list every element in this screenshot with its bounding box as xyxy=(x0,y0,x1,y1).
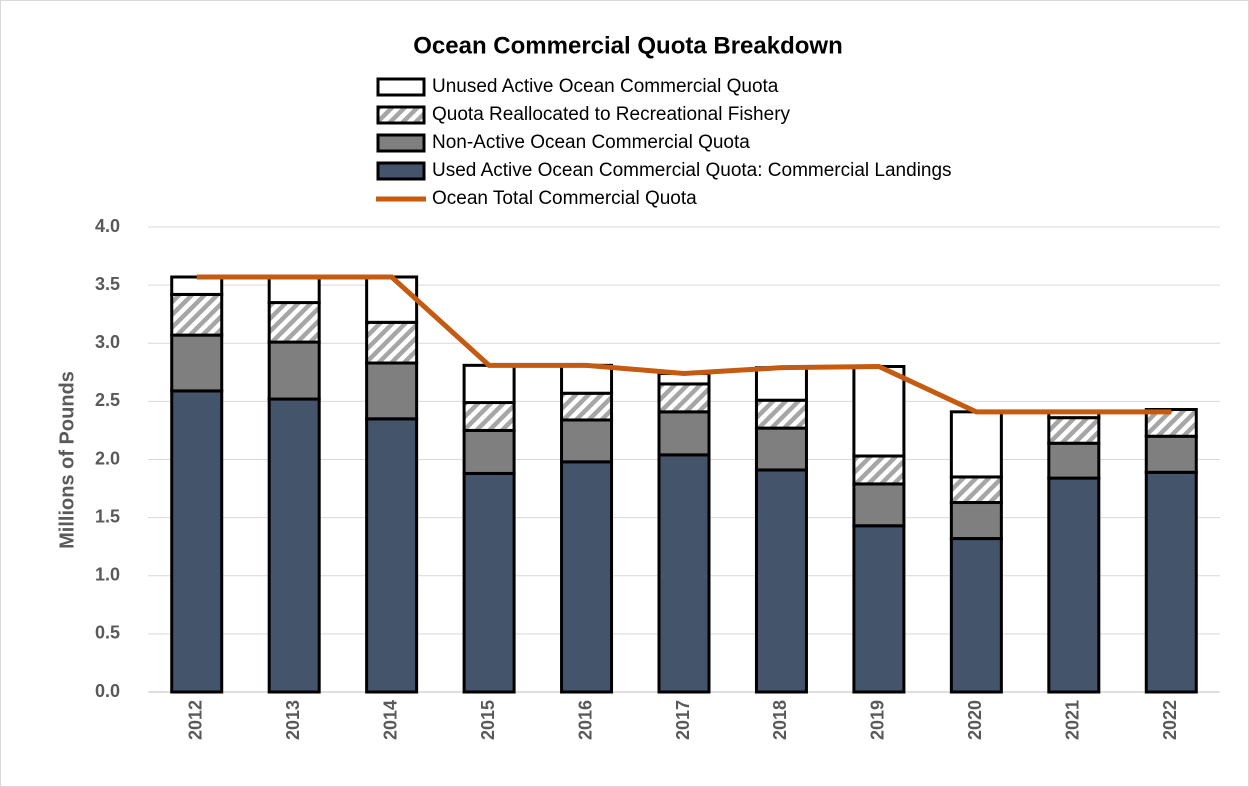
bar-segment xyxy=(170,389,224,694)
y-tick-label: 0.0 xyxy=(95,681,120,701)
bar-segment xyxy=(365,417,419,694)
bar-segment xyxy=(560,418,614,464)
y-tick-label: 2.0 xyxy=(95,448,120,468)
bar-segment xyxy=(462,363,516,405)
legend-label: Ocean Total Commercial Quota xyxy=(432,188,697,209)
y-tick-label: 1.5 xyxy=(95,506,120,526)
bar-segment xyxy=(462,471,516,694)
bar-segment xyxy=(754,398,808,430)
x-tick-label: 2012 xyxy=(185,700,205,740)
bar-segment xyxy=(365,275,419,324)
legend-label: Quota Reallocated to Recreational Fisher… xyxy=(432,104,791,125)
bar-segment xyxy=(560,460,614,694)
legend-label: Non-Active Ocean Commercial Quota xyxy=(432,132,750,153)
y-tick-label: 3.0 xyxy=(95,332,120,352)
total-line xyxy=(196,274,1172,415)
bar-segment xyxy=(170,292,224,337)
bar-segment xyxy=(1144,434,1198,474)
x-tick-label: 2019 xyxy=(868,700,888,740)
bar-segment xyxy=(657,410,711,457)
x-tick-label: 2020 xyxy=(965,700,985,740)
bar-segment xyxy=(365,320,419,365)
bar-segment xyxy=(754,426,808,472)
bar-segment xyxy=(852,524,906,694)
y-axis-title: Millions of Pounds xyxy=(56,371,78,549)
bar-segment xyxy=(1047,441,1101,480)
bar-segment xyxy=(170,275,224,296)
bar-segment xyxy=(657,382,711,414)
legend-swatch xyxy=(376,77,426,97)
x-tick-label: 2021 xyxy=(1063,700,1083,740)
bar-segment xyxy=(1047,476,1101,694)
bar-segment xyxy=(560,363,614,395)
bar-segment xyxy=(170,333,224,393)
x-tick-label: 2015 xyxy=(478,700,498,740)
y-tick-label: 2.5 xyxy=(95,390,120,410)
y-tick-label: 1.0 xyxy=(95,565,120,585)
bar-segment xyxy=(560,391,614,422)
x-tick-label: 2016 xyxy=(575,700,595,740)
x-tick-label: 2017 xyxy=(673,700,693,740)
y-tick-label: 0.5 xyxy=(95,623,120,643)
bar-segment xyxy=(267,340,321,401)
bar-segment xyxy=(949,501,1003,541)
bar-segment xyxy=(365,361,419,421)
bar-segment xyxy=(949,537,1003,694)
x-tick-label: 2013 xyxy=(283,700,303,740)
bar-segment xyxy=(462,401,516,432)
bar-segment xyxy=(949,475,1003,505)
y-tick-label: 3.5 xyxy=(95,274,120,294)
legend-swatch xyxy=(376,133,426,153)
bar-segment xyxy=(949,410,1003,479)
chart-title: Ocean Commercial Quota Breakdown xyxy=(413,32,842,59)
bar-segment xyxy=(267,301,321,344)
bar-segment xyxy=(657,453,711,694)
bar-segment xyxy=(754,366,808,402)
x-tick-label: 2018 xyxy=(770,700,790,740)
bar-segment xyxy=(852,454,906,486)
y-tick-label: 4.0 xyxy=(95,216,120,236)
bar-segment xyxy=(852,482,906,528)
bar-segment xyxy=(462,428,516,475)
bar-segment xyxy=(267,397,321,694)
bar-segment xyxy=(267,275,321,305)
legend-label: Unused Active Ocean Commercial Quota xyxy=(432,76,779,97)
bar-segment xyxy=(852,365,906,458)
bar-segment xyxy=(754,468,808,694)
legend-label: Used Active Ocean Commercial Quota: Comm… xyxy=(432,160,952,181)
x-tick-label: 2022 xyxy=(1160,700,1180,740)
x-tick-label: 2014 xyxy=(380,700,400,740)
legend-swatch xyxy=(376,105,426,125)
legend-swatch xyxy=(376,161,426,181)
bar-segment xyxy=(1144,470,1198,694)
bar-segment xyxy=(1047,416,1101,445)
